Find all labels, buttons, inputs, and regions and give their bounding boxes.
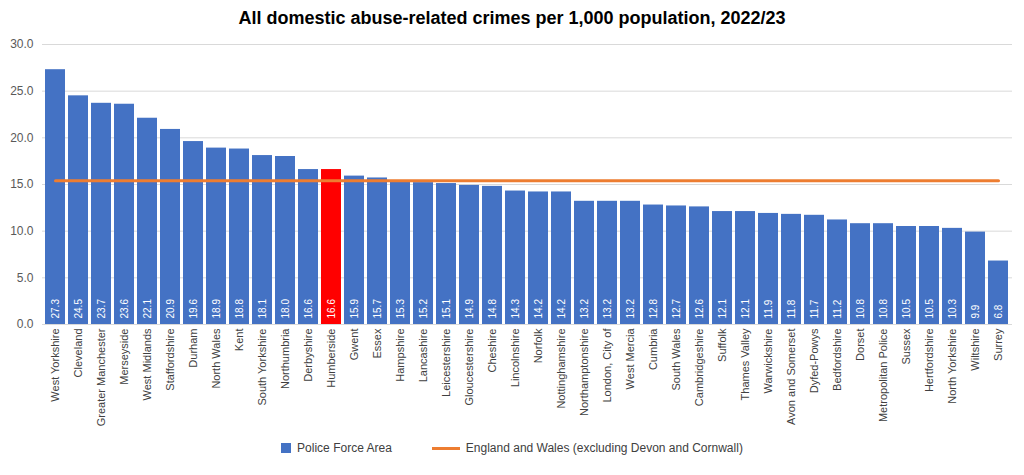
svg-text:13.2: 13.2 — [579, 299, 590, 319]
svg-text:12.7: 12.7 — [671, 299, 682, 319]
svg-text:Essex: Essex — [371, 328, 383, 358]
svg-text:6.8: 6.8 — [993, 304, 1004, 318]
svg-text:Lancashire: Lancashire — [417, 329, 429, 383]
svg-text:18.9: 18.9 — [211, 299, 222, 319]
svg-text:Nottinghamshire: Nottinghamshire — [555, 329, 567, 409]
svg-text:16.6: 16.6 — [303, 299, 314, 319]
svg-text:Lincolnshire: Lincolnshire — [509, 329, 521, 388]
svg-text:Bedfordshire: Bedfordshire — [831, 329, 843, 391]
svg-text:12.1: 12.1 — [717, 299, 728, 319]
svg-text:Gwent: Gwent — [348, 329, 360, 361]
svg-text:12.6: 12.6 — [694, 299, 705, 319]
svg-text:14.9: 14.9 — [464, 299, 475, 319]
svg-text:12.1: 12.1 — [740, 299, 751, 319]
svg-text:15.1: 15.1 — [441, 299, 452, 319]
svg-text:Kent: Kent — [233, 329, 245, 352]
svg-text:Surrey: Surrey — [992, 328, 1004, 361]
svg-text:11.2: 11.2 — [832, 299, 843, 318]
svg-text:Greater Manchester: Greater Manchester — [95, 328, 107, 426]
svg-text:Norfolk: Norfolk — [532, 328, 544, 363]
svg-text:South Yorkshire: South Yorkshire — [256, 329, 268, 406]
svg-text:16.6: 16.6 — [326, 299, 337, 319]
svg-text:Hertfordshire: Hertfordshire — [923, 329, 935, 393]
svg-text:12.8: 12.8 — [648, 299, 659, 319]
svg-text:10.8: 10.8 — [855, 299, 866, 319]
svg-text:15.3: 15.3 — [395, 299, 406, 319]
svg-text:North Yorkshire: North Yorkshire — [946, 329, 958, 404]
svg-text:24.5: 24.5 — [73, 299, 84, 319]
svg-text:Thames Valley: Thames Valley — [739, 328, 751, 400]
svg-text:20.0: 20.0 — [10, 131, 34, 145]
svg-text:15.7: 15.7 — [372, 299, 383, 319]
svg-text:18.8: 18.8 — [234, 299, 245, 319]
svg-text:13.2: 13.2 — [625, 299, 636, 319]
html-text:All domestic abuse-related cri: All domestic abuse-related crimes per 1,… — [238, 8, 786, 28]
svg-text:18.0: 18.0 — [280, 299, 291, 319]
svg-text:London, City of: London, City of — [601, 328, 613, 403]
svg-text:Suffolk: Suffolk — [716, 328, 728, 362]
svg-text:14.3: 14.3 — [510, 299, 521, 319]
svg-text:30.0: 30.0 — [10, 37, 34, 51]
svg-text:11.9: 11.9 — [763, 299, 774, 318]
svg-text:Dorset: Dorset — [854, 329, 866, 361]
svg-text:Gloucestershire: Gloucestershire — [463, 329, 475, 406]
svg-text:Derbyshire: Derbyshire — [302, 329, 314, 382]
svg-text:23.7: 23.7 — [96, 299, 107, 319]
svg-text:Warwickshire: Warwickshire — [762, 329, 774, 394]
svg-text:West Midlands: West Midlands — [141, 328, 153, 400]
html-text:England and Wales (excluding D: England and Wales (excluding Devon and C… — [465, 441, 743, 455]
svg-text:South Wales: South Wales — [670, 328, 682, 390]
svg-text:10.8: 10.8 — [878, 299, 889, 319]
svg-text:11.7: 11.7 — [809, 299, 820, 318]
svg-text:14.2: 14.2 — [556, 299, 567, 319]
svg-text:0.0: 0.0 — [17, 317, 34, 331]
svg-text:27.3: 27.3 — [50, 299, 61, 319]
svg-text:North Wales: North Wales — [210, 328, 222, 389]
svg-text:Wiltshire: Wiltshire — [969, 329, 981, 371]
svg-text:Northumbria: Northumbria — [279, 328, 291, 389]
svg-text:Cambridgeshire: Cambridgeshire — [693, 329, 705, 407]
svg-text:23.6: 23.6 — [119, 299, 130, 319]
svg-text:Staffordshire: Staffordshire — [164, 329, 176, 391]
svg-text:Cheshire: Cheshire — [486, 329, 498, 373]
svg-text:Metropolitan Police: Metropolitan Police — [877, 329, 889, 423]
svg-text:Cleveland: Cleveland — [72, 329, 84, 378]
svg-text:22.1: 22.1 — [142, 299, 153, 319]
svg-text:18.1: 18.1 — [257, 299, 268, 319]
svg-text:Hampshire: Hampshire — [394, 329, 406, 382]
svg-text:19.6: 19.6 — [188, 299, 199, 319]
svg-text:13.2: 13.2 — [602, 299, 613, 319]
svg-text:15.2: 15.2 — [418, 299, 429, 319]
svg-text:Merseyside: Merseyside — [118, 329, 130, 385]
svg-text:Cumbria: Cumbria — [647, 328, 659, 370]
svg-text:10.0: 10.0 — [10, 224, 34, 238]
svg-text:5.0: 5.0 — [17, 271, 34, 285]
svg-text:Dyfed-Powys: Dyfed-Powys — [808, 328, 820, 393]
svg-text:Avon and Somerset: Avon and Somerset — [785, 329, 797, 425]
svg-text:Leicestershire: Leicestershire — [440, 329, 452, 397]
svg-text:11.8: 11.8 — [786, 299, 797, 318]
svg-text:15.9: 15.9 — [349, 299, 360, 319]
svg-text:West Mercia: West Mercia — [624, 328, 636, 390]
svg-text:Sussex: Sussex — [900, 328, 912, 365]
svg-text:Humberside: Humberside — [325, 329, 337, 388]
svg-text:West Yorkshire: West Yorkshire — [49, 329, 61, 402]
svg-text:10.3: 10.3 — [947, 299, 958, 319]
svg-text:10.5: 10.5 — [924, 299, 935, 319]
svg-text:14.8: 14.8 — [487, 299, 498, 319]
svg-text:Northamptonshire: Northamptonshire — [578, 329, 590, 416]
svg-text:Durham: Durham — [187, 329, 199, 368]
svg-text:15.0: 15.0 — [10, 177, 34, 191]
svg-text:14.2: 14.2 — [533, 299, 544, 319]
svg-text:10.5: 10.5 — [901, 299, 912, 319]
svg-text:9.9: 9.9 — [970, 304, 981, 318]
svg-text:20.9: 20.9 — [165, 299, 176, 319]
html-text:Police Force Area: Police Force Area — [297, 441, 392, 455]
svg-text:25.0: 25.0 — [10, 84, 34, 98]
